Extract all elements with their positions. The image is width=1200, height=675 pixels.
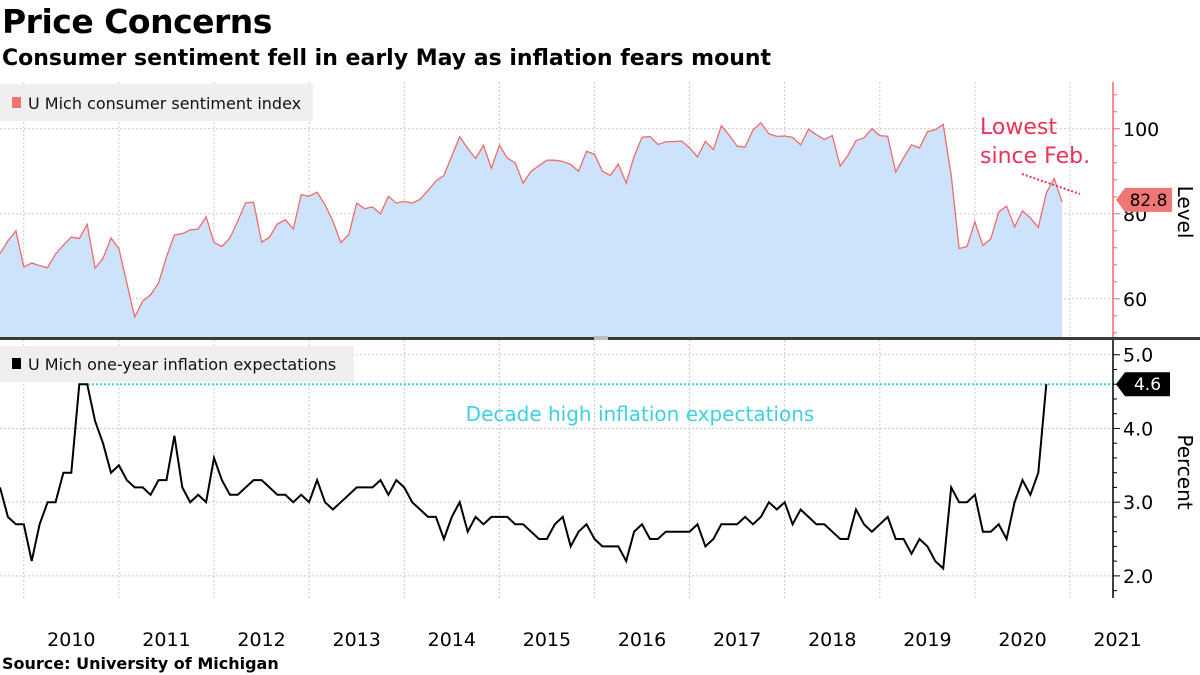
sentiment-tick-label: 60 (1123, 289, 1147, 311)
x-tick-label: 2021 (1093, 629, 1141, 651)
sentiment-tick-label: 100 (1123, 119, 1159, 141)
x-tick-label: 2012 (237, 629, 285, 651)
annotation-line-1: Lowest (980, 115, 1057, 140)
inflation-legend-label: U Mich one-year inflation expectations (28, 355, 336, 374)
x-tick-label: 2010 (47, 629, 95, 651)
decade-high-label: Decade high inflation expectations (466, 402, 815, 426)
annotation-line-2: since Feb. (980, 144, 1090, 169)
sentiment-last-value: 82.8 (1130, 191, 1168, 211)
inflation-line (0, 383, 1048, 571)
x-tick-label: 2011 (142, 629, 190, 651)
x-tick-label: 2020 (998, 629, 1046, 651)
sentiment-line (0, 121, 1063, 319)
inflation-tick-label: 3.0 (1123, 492, 1153, 514)
sentiment-legend: U Mich consumer sentiment index (0, 84, 313, 121)
inflation-last-value: 4.6 (1134, 375, 1161, 395)
inflation-ylabel: Percent (1173, 434, 1197, 509)
x-tick-label: 2015 (523, 629, 571, 651)
x-tick-label: 2014 (428, 629, 476, 651)
inflation-last-value-marker: 4.6 (1116, 372, 1170, 397)
panel-resize-handle[interactable] (594, 336, 608, 340)
x-tick-label: 2016 (618, 629, 666, 651)
inflation-tick-label: 2.0 (1123, 566, 1153, 588)
inflation-legend-swatch (12, 358, 21, 369)
inflation-axis: 2.0 3.0 4.0 5.0 (1112, 340, 1153, 598)
x-tick-label: 2013 (333, 629, 381, 651)
source-note: Source: University of Michigan (2, 654, 279, 673)
sentiment-area (0, 122, 1063, 337)
chart-subtitle: Consumer sentiment fell in early May as … (2, 46, 772, 71)
sentiment-legend-label: U Mich consumer sentiment index (28, 94, 301, 113)
x-tick-label: 2017 (713, 629, 761, 651)
chart-title: Price Concerns (2, 2, 272, 41)
x-axis: 2010 2011 2012 2013 2014 2015 2016 2017 2018 2019… (47, 629, 1142, 651)
inflation-legend: U Mich one-year inflation expectations (0, 346, 354, 382)
sentiment-ylabel: Level (1173, 186, 1197, 239)
inflation-tick-label: 4.0 (1123, 418, 1153, 440)
sentiment-last-value-marker: 82.8 (1116, 187, 1172, 212)
sentiment-legend-swatch (12, 97, 21, 108)
inflation-tick-label: 5.0 (1123, 345, 1153, 367)
x-tick-label: 2018 (808, 629, 856, 651)
x-tick-label: 2019 (903, 629, 951, 651)
